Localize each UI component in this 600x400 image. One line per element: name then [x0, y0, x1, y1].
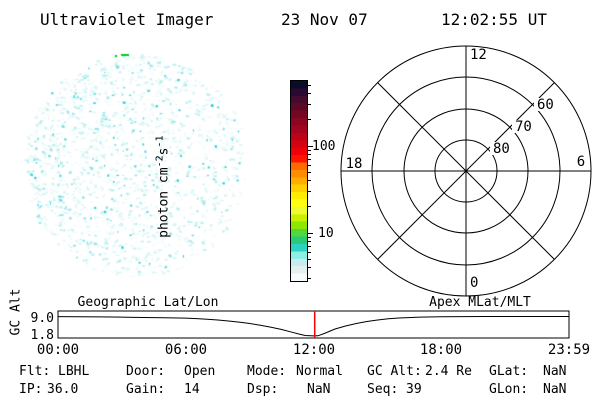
status-gain-label: Gain: [126, 382, 166, 397]
colorbar-minor-tick [308, 180, 311, 182]
lat-label-60: 60 [537, 97, 554, 113]
colorbar-minor-tick [308, 206, 311, 208]
lat-label-80: 80 [493, 141, 510, 157]
status-mode-label: Mode: [247, 364, 287, 379]
polar-grid-plot: 80 70 60 12 18 6 0 [340, 45, 592, 297]
xtick-2359: 23:59 [547, 342, 591, 358]
colorbar-minor-tick [308, 240, 311, 242]
status-glat-value: NaN [543, 364, 567, 379]
bottom-title-left: Geographic Lat/Lon [77, 295, 219, 310]
status-door-label: Door: [126, 364, 166, 379]
plot-box [57, 310, 570, 339]
polar-ring-labels: 80 70 60 [490, 97, 556, 157]
colorbar-minor-tick [308, 149, 311, 151]
xtick-0000: 00:00 [36, 342, 80, 358]
status-gain-value: 14 [184, 382, 200, 397]
date-label: 23 Nov 07 [281, 10, 368, 29]
status-ip-label: IP: [19, 382, 43, 397]
status-glon-value: NaN [543, 382, 567, 397]
altitude-plot [57, 310, 570, 339]
altitude-curve [57, 316, 569, 337]
colorbar-minor-tick [308, 191, 311, 192]
lat-label-70: 70 [515, 119, 532, 135]
colorbar-minor-tick [308, 171, 311, 173]
ytick-1-8: 1.8 [30, 328, 54, 343]
colorbar-minor-tick [308, 164, 311, 166]
mlt-label-0: 0 [470, 275, 478, 291]
colorbar-gradient [290, 80, 308, 282]
colorbar-minor-tick [308, 159, 311, 160]
status-seq-value: 39 [406, 382, 422, 397]
status-glat-label: GLat: [489, 364, 529, 379]
status-seq-label: Seq: [367, 382, 399, 397]
colorbar-minor-tick [308, 278, 311, 279]
colorbar-minor-tick [308, 246, 311, 247]
colorbar-minor-tick [308, 93, 311, 95]
status-dsp-value: NaN [307, 382, 331, 397]
colorbar-minor-tick [308, 153, 311, 155]
status-glon-label: GLon: [489, 382, 529, 397]
mlt-label-12: 12 [470, 47, 487, 63]
colorbar-minor-tick [308, 236, 311, 238]
colorbar-minor-tick [308, 251, 311, 253]
colorbar-unit-label: photon cm-2s-1 [154, 135, 172, 238]
colorbar-major-tick [308, 232, 313, 234]
status-ip-value: 36.0 [47, 382, 79, 397]
polar-mlt-labels: 12 18 6 0 [346, 47, 586, 291]
xtick-1800: 18:00 [419, 342, 463, 358]
page-title: Ultraviolet Imager [40, 10, 214, 29]
status-dsp-label: Dsp: [247, 382, 279, 397]
colorbar-minor-tick [308, 84, 311, 86]
status-flt-value: LBHL [58, 364, 90, 379]
colorbar-minor-tick [308, 258, 311, 260]
colorbar-minor-tick [308, 267, 311, 269]
status-door-value: Open [184, 364, 216, 379]
time-label: 12:02:55 UT [441, 10, 547, 29]
colorbar-tick-10: 10 [318, 226, 334, 241]
colorbar-tick-100: 100 [312, 139, 336, 154]
status-gcalt-value: 2.4 Re [425, 364, 472, 379]
colorbar-minor-tick [308, 119, 311, 121]
ytick-9: 9.0 [30, 311, 54, 326]
status-mode-value: Normal [296, 364, 343, 379]
bottom-title-right: Apex MLat/MLT [429, 295, 531, 310]
xtick-1200: 12:00 [292, 342, 336, 358]
mlt-label-18: 18 [346, 156, 363, 172]
status-flt-label: Flt: [19, 364, 51, 379]
colorbar-major-tick [308, 145, 313, 147]
uv-image-canvas [21, 52, 249, 280]
polar-rings [340, 45, 592, 297]
xtick-0600: 06:00 [164, 342, 208, 358]
status-gcalt-label: GC Alt: [367, 364, 422, 379]
colorbar-ticks [308, 80, 316, 281]
mlt-label-6: 6 [577, 154, 585, 170]
colorbar-minor-tick [308, 104, 311, 105]
